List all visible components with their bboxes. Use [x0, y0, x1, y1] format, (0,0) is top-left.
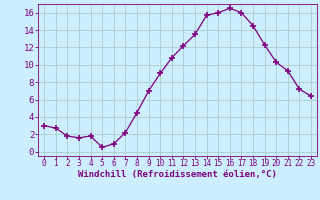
X-axis label: Windchill (Refroidissement éolien,°C): Windchill (Refroidissement éolien,°C) [78, 170, 277, 179]
